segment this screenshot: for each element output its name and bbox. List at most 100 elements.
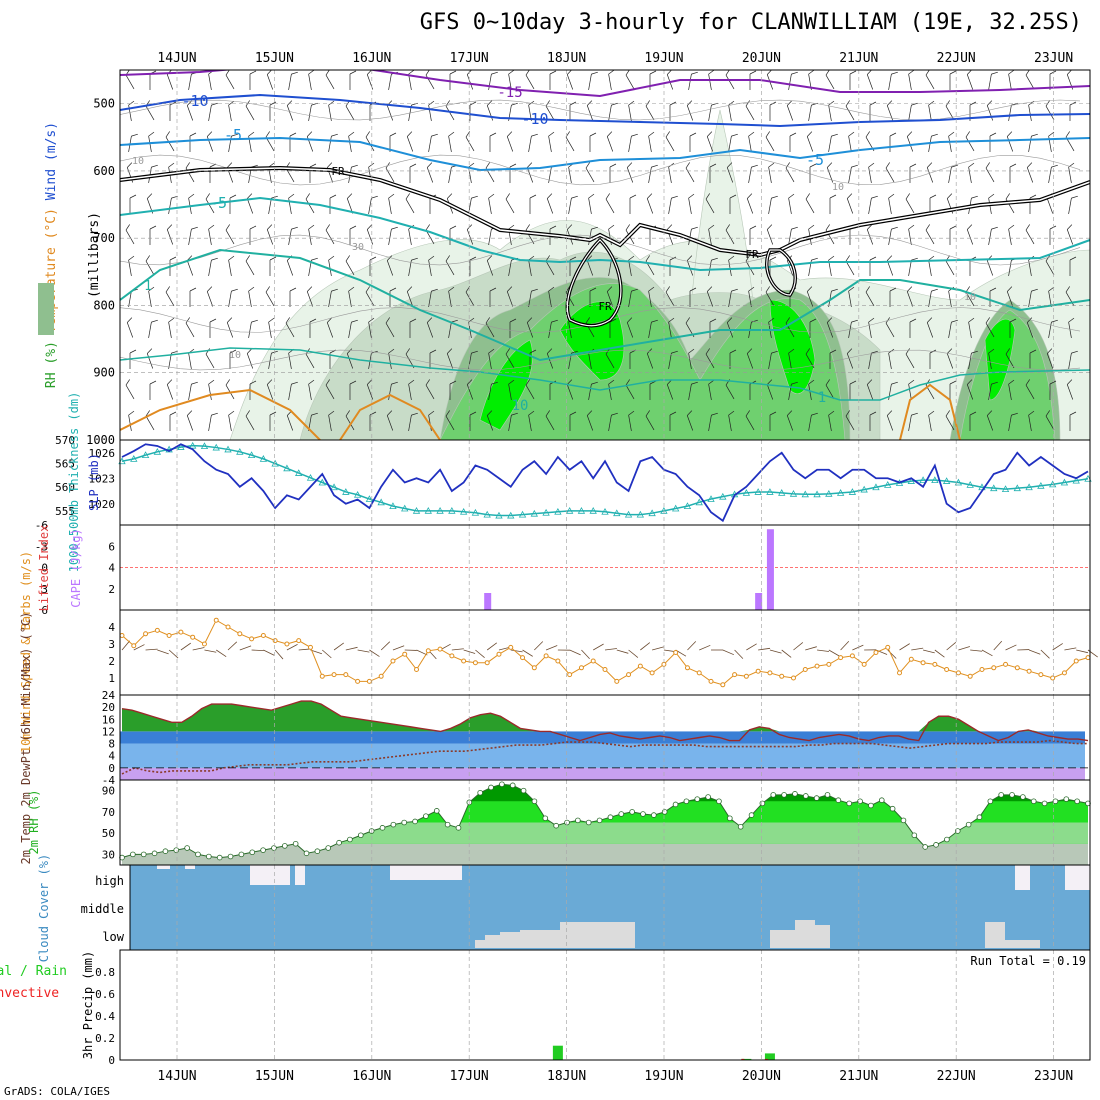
barb-shaft [228,105,232,121]
wind-barb [586,410,594,431]
barb-shaft [745,105,755,121]
wind-barb [766,70,774,90]
barb-flag [987,100,993,106]
wind-barb [429,349,437,369]
wind-barb [568,162,575,183]
rh2m-point [770,792,777,798]
barb-shaft [566,74,574,90]
wind-barb [469,411,477,431]
barb-flag [645,100,650,107]
wind-barb [465,131,475,152]
barb-flag [145,255,150,262]
barb-shaft [728,136,732,152]
barb-flag [908,224,915,230]
rh2m-point [781,792,787,798]
barb-flag [229,194,237,199]
wind10m-barb [510,649,523,653]
barb-flag [791,71,798,75]
barb-flag [949,70,957,75]
thickness-point [624,510,633,518]
barb-flag [887,100,893,106]
wind-ytick: 1 [108,672,115,685]
barb-flag [688,193,695,199]
thickness-ytick: 565 [55,458,75,471]
barb-shaft [165,136,175,152]
wind-barb [788,348,795,369]
wind-ytick: 2 [108,655,115,668]
barb-flag [208,379,215,385]
thickness-point [966,481,974,488]
wind-barb [129,194,137,214]
top-day-label: 16JUN [352,51,391,66]
barb-shaft [966,384,974,400]
barb-flag [147,348,153,354]
barb-shaft [126,322,134,338]
barb-shaft [1005,353,1015,369]
barb-flag [528,255,535,261]
wind-barb [345,255,355,276]
wind-barb [128,410,135,431]
barb-shaft [846,198,854,214]
wind-barb [405,193,415,214]
barb-flag [228,255,235,261]
barb-shaft [988,74,992,90]
barb-shaft [486,415,494,431]
barb-shaft [848,322,852,338]
wind-barb [869,411,877,431]
temp-ytick: 8 [108,738,115,751]
wind-barb [469,256,477,276]
wind-barb [768,350,778,369]
wind-barb [225,224,235,245]
barb-flag [349,225,357,230]
barb-flag [1025,224,1030,231]
barb-shaft [568,322,572,338]
barb-flag [249,225,257,230]
slp-ytick: 1026 [89,447,116,460]
bottom-day-label: 19JUN [644,1069,683,1084]
barb-flag [348,286,355,292]
barb-flag [729,349,737,354]
cloud-high-clear [1065,865,1090,890]
rh2m-point [835,797,842,803]
wind-barb [928,288,938,307]
wind-barb [325,379,335,400]
barb-shaft [128,291,132,307]
barb-flag [608,70,615,75]
wind10m-point [119,633,125,638]
barb-shaft [428,415,432,431]
barb-flag [289,287,297,292]
wind-barb [288,71,298,90]
barb-flag [829,349,837,354]
barb-flag [711,102,718,106]
barb-shaft [605,353,615,369]
cloud-high-clear [390,865,462,880]
barb-flag [349,70,357,75]
wind10m-point [743,673,749,679]
barb-shaft [186,260,194,276]
thickness-point [707,495,715,502]
barb-flag [288,193,295,199]
barb-shaft [808,384,812,400]
barb-flag [149,225,157,230]
thickness-point [424,506,432,514]
rh-ytick: 70 [102,806,115,819]
barb-shaft [786,415,794,431]
wind-barb [1049,225,1057,245]
thickness-point [919,476,927,484]
rh2m-point [683,798,690,805]
barb-flag [507,286,513,292]
wind-barb [468,195,478,214]
barb-shaft [186,415,194,431]
wind-barb [728,288,738,307]
wind-barb [206,131,214,152]
barb-flag [728,410,735,416]
barb-flag [927,317,933,323]
wind-barb [145,255,155,276]
wind-barb [926,317,934,338]
wind10m-point [1014,665,1020,671]
barb-shaft [645,105,655,121]
wind-barb [968,162,975,183]
wind-barb [708,224,715,245]
barb-shaft [1026,167,1034,183]
barb-shaft [965,291,975,307]
